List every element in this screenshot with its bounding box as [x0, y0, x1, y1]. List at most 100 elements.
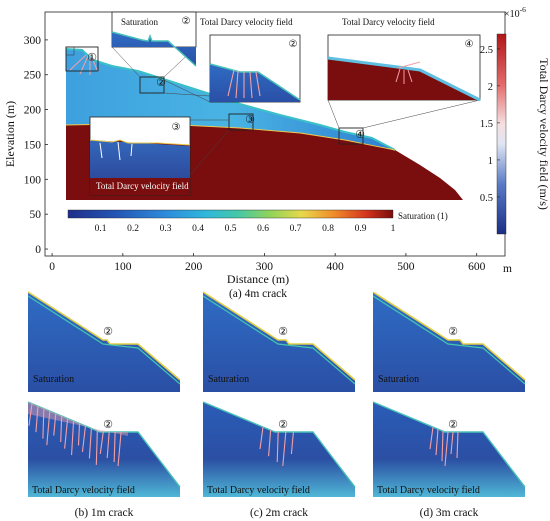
x-axis-label: Distance (m) — [227, 272, 289, 286]
main-plot: ① ② ③ ④ Saturation ② Total Darcy velocit… — [3, 5, 550, 300]
marker-2: ② — [156, 77, 166, 89]
y-tick-label: 0 — [35, 244, 41, 256]
flow-streak — [46, 411, 51, 446]
flow-streak — [268, 430, 272, 457]
saturation-tick-label: 0.2 — [127, 224, 139, 234]
unsaturated-zone — [66, 49, 395, 150]
y-tick-label: 100 — [24, 174, 42, 186]
panel-marker-bottom: ② — [448, 419, 458, 431]
flow-streak — [106, 431, 110, 459]
x-tick-label: 100 — [114, 261, 132, 273]
inset-velocity-2-title: Total Darcy velocity field — [200, 17, 293, 27]
wetting-front — [372, 291, 526, 381]
flow-streak — [99, 431, 104, 455]
x-tick-label: 0 — [49, 261, 55, 273]
panel-velocity-label: Total Darcy velocity field — [207, 485, 310, 496]
flow-streak — [28, 403, 33, 426]
saturation-tick-label: 0.1 — [95, 224, 107, 234]
surface-line — [27, 401, 181, 488]
panel-velocity-label: Total Darcy velocity field — [377, 485, 480, 496]
inset-saturation-2-marker: ② — [182, 16, 191, 27]
x-tick-label: 300 — [256, 261, 274, 273]
velocity-tick-label: 1.5 — [480, 119, 493, 130]
marker-1: ① — [87, 52, 97, 64]
saturation-tick-label: 1 — [391, 224, 396, 234]
inset-velocity-3-title: Total Darcy velocity field — [96, 181, 189, 191]
panel-marker-top: ② — [278, 326, 288, 338]
flow-streak — [456, 431, 459, 459]
flow-streak — [429, 426, 434, 450]
panel-caption: (d) 3m crack — [420, 507, 479, 519]
flow-streak — [259, 426, 264, 450]
flow-streak — [42, 408, 45, 439]
inset-velocity-2: Total Darcy velocity field ② — [200, 17, 301, 103]
wetting-front — [202, 291, 356, 381]
saturation-tick-label: 0.6 — [257, 224, 269, 234]
velocity-colorbar-label: Total Darcy velocity field (m/s) — [537, 58, 550, 210]
connector-lines — [111, 46, 481, 176]
zoom-box-2 — [139, 76, 165, 94]
surface-line — [202, 401, 356, 488]
panel-caption: (b) 1m crack — [75, 507, 134, 519]
flow-streak — [276, 431, 279, 463]
flow-streak — [35, 406, 39, 433]
panel-saturation-label: Saturation — [208, 374, 249, 385]
velocity-tick-label: 2 — [488, 82, 493, 93]
flow-streak — [71, 420, 75, 456]
crack-panel-2: ② Saturation ② Total Darcy velocity field (c… — [202, 291, 356, 519]
inset-velocity-4-marker: ④ — [465, 39, 474, 50]
flow-streak — [81, 425, 86, 452]
flow-streak — [77, 423, 81, 446]
x-axis-ticks: 0 100 200 300 400 500 600 — [49, 253, 486, 273]
crack-panel-1: ② Saturation ② Total Darcy velocity field (b… — [27, 291, 181, 519]
x-tick-label: 400 — [327, 261, 345, 273]
inset-saturation-2: Saturation ② — [111, 11, 197, 67]
flow-streak — [53, 413, 57, 436]
caption-a: (a) 4m crack — [229, 288, 287, 300]
velocity-field — [28, 402, 180, 497]
velocity-field — [203, 402, 355, 497]
flow-streak — [113, 431, 116, 463]
flow-streak — [450, 431, 454, 455]
inset-velocity-3-marker: ③ — [172, 122, 181, 133]
y-tick-label: 250 — [24, 70, 42, 82]
saturation-tick-label: 0.7 — [290, 224, 302, 234]
y-tick-label: 300 — [24, 35, 42, 47]
panel-caption: (c) 2m crack — [250, 507, 308, 519]
svg-text:×10-6: ×10-6 — [504, 5, 526, 20]
marker-3: ③ — [245, 114, 255, 126]
y-tick-label: 50 — [30, 209, 42, 221]
panel-marker-top: ② — [103, 326, 113, 338]
saturation-tick-label: 0.5 — [225, 224, 237, 234]
flow-streak — [95, 430, 98, 465]
panel-marker-bottom: ② — [103, 419, 113, 431]
velocity-colorbar: ×10-6 0.5 1 1.5 2 2.5 Total Darcy velocity f… — [480, 5, 550, 235]
zoom-box-1 — [65, 46, 99, 72]
crack-panel-3: ② Saturation ② Total Darcy velocity field (d… — [372, 291, 526, 519]
zoom-box-4 — [338, 127, 364, 145]
panel-marker-top: ② — [448, 326, 458, 338]
crack-comparison-panels: ② Saturation ② Total Darcy velocity field (b… — [27, 291, 526, 519]
flow-streak — [441, 431, 444, 462]
velocity-colorbar-exponent: ×10 — [504, 9, 520, 20]
velocity-colorbar-exponent-power: -6 — [520, 5, 526, 14]
panel-velocity-label: Total Darcy velocity field — [32, 485, 135, 496]
saturation-tick-label: 0.4 — [192, 224, 204, 234]
velocity-tick-label: 1 — [488, 156, 493, 167]
x-tick-label: 200 — [185, 261, 203, 273]
y-tick-label: 150 — [24, 139, 42, 151]
flow-streak — [444, 431, 449, 467]
x-axis-unit: m — [503, 263, 512, 275]
y-tick-label: 200 — [24, 105, 42, 117]
saturation-tick-label: 0.8 — [322, 224, 334, 234]
saturation-tick-label: 0.9 — [355, 224, 367, 234]
flow-streak — [88, 428, 92, 459]
flow-streak — [282, 431, 287, 467]
inset-velocity-3: ③ Total Darcy velocity field — [89, 116, 191, 196]
panel-saturation-label: Saturation — [378, 374, 419, 385]
zoom-box-3 — [228, 113, 254, 131]
inset-velocity-4: Total Darcy velocity field ④ — [327, 17, 481, 102]
y-axis-label: Elevation (m) — [3, 101, 17, 167]
flow-streak — [290, 431, 294, 455]
